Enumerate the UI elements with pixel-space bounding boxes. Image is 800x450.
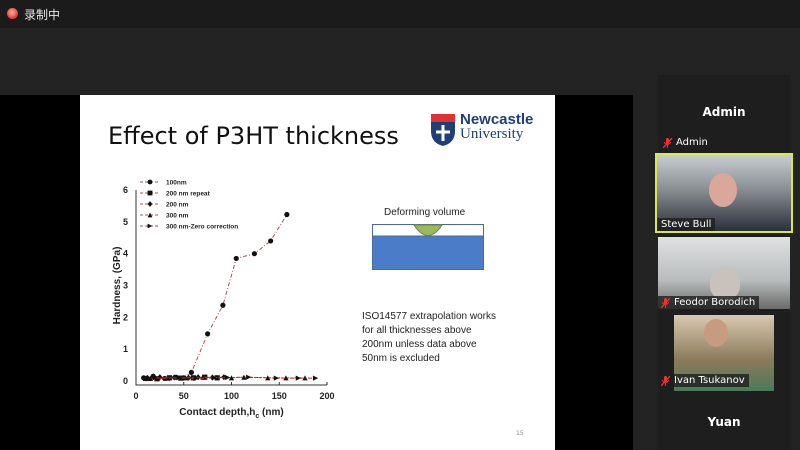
legend-marker bbox=[147, 190, 153, 196]
data-point bbox=[233, 255, 239, 262]
slide-title: Effect of P3HT thickness bbox=[108, 122, 399, 150]
legend-marker bbox=[147, 223, 153, 229]
participant-name: Steve Bull bbox=[657, 218, 716, 231]
legend-marker bbox=[147, 179, 153, 185]
data-point bbox=[211, 375, 217, 381]
legend-label: 200 nm repeat bbox=[166, 191, 211, 198]
data-point bbox=[176, 375, 182, 381]
x-tick-label: 150 bbox=[272, 391, 287, 401]
recording-label: 录制中 bbox=[24, 8, 61, 22]
data-point bbox=[251, 251, 258, 257]
participant-yuan[interactable]: Yuan bbox=[707, 415, 741, 429]
panel-header: Admin bbox=[702, 105, 746, 119]
x-tick-label: 50 bbox=[179, 391, 189, 401]
participants-panel: Admin Admin Steve Bull Feodor Borodich I… bbox=[655, 75, 793, 450]
diagram-label: Deforming volume bbox=[384, 207, 466, 218]
note-line: ISO14577 extrapolation works bbox=[362, 311, 496, 322]
legend-label: 200 nm bbox=[166, 202, 189, 209]
note-line: for all thicknesses above bbox=[362, 325, 472, 336]
series-line bbox=[143, 214, 288, 379]
y-axis-label: Hardness, (GPa) bbox=[112, 247, 123, 325]
slide: Effect of P3HT thickness Newcastle Unive… bbox=[80, 95, 555, 450]
data-point bbox=[273, 375, 279, 381]
axes bbox=[135, 190, 327, 386]
logo-line2: University bbox=[460, 126, 524, 142]
data-point bbox=[157, 374, 163, 381]
participant-video bbox=[704, 319, 728, 347]
mic-muted-icon bbox=[661, 298, 670, 308]
y-tick-label: 5 bbox=[123, 217, 128, 227]
participant-name-tag: Feodor Borodich bbox=[658, 296, 760, 309]
data-point bbox=[144, 374, 151, 381]
y-tick-label: 3 bbox=[123, 281, 128, 291]
data-point bbox=[228, 375, 235, 381]
data-point bbox=[241, 374, 247, 380]
data-point bbox=[246, 374, 252, 380]
legend-label: 100nm bbox=[166, 180, 187, 187]
logo-line1: Newcastle bbox=[460, 111, 534, 128]
data-point bbox=[147, 375, 153, 382]
data-point bbox=[265, 375, 271, 381]
slide-note: ISO14577 extrapolation works for all thi… bbox=[362, 310, 532, 366]
participant-video bbox=[710, 267, 740, 299]
x-tick-label: 0 bbox=[133, 391, 138, 401]
legend-label: 300 nm bbox=[166, 213, 189, 220]
participant-name: Ivan Tsukanov bbox=[674, 375, 745, 386]
mic-muted-icon bbox=[663, 138, 672, 148]
x-tick-label: 100 bbox=[224, 391, 239, 401]
data-point bbox=[295, 375, 301, 381]
legend-marker bbox=[147, 212, 153, 218]
hardness-chart: 0 50 100 150 200 0 1 2 3 4 5 6 Contact depth,hc (nm)… bbox=[112, 179, 335, 421]
admin-label: Admin bbox=[676, 137, 708, 148]
top-bar: 录制中 bbox=[0, 0, 800, 28]
participant-name: Feodor Borodich bbox=[674, 297, 756, 308]
data-point bbox=[312, 375, 319, 381]
data-point bbox=[205, 331, 211, 337]
participant-video bbox=[709, 173, 737, 207]
admin-name-tag: Admin bbox=[660, 136, 712, 149]
y-tick-label: 4 bbox=[123, 249, 128, 259]
participant-name-tag: Ivan Tsukanov bbox=[658, 374, 749, 387]
legend-marker bbox=[147, 201, 153, 207]
note-line: 50nm is excluded bbox=[362, 353, 440, 364]
recording-dot-icon bbox=[7, 8, 18, 19]
data-point bbox=[188, 369, 194, 376]
x-axis-label: Contact depth,hc (nm) bbox=[179, 407, 283, 420]
data-point bbox=[225, 374, 231, 381]
y-tick-label: 1 bbox=[123, 344, 128, 354]
data-point bbox=[268, 238, 274, 244]
data-point bbox=[284, 211, 290, 218]
data-point bbox=[152, 375, 158, 381]
mic-muted-icon bbox=[661, 376, 670, 386]
shield-icon bbox=[431, 114, 455, 146]
participant-tile[interactable]: Steve Bull bbox=[655, 153, 793, 233]
data-point bbox=[220, 302, 226, 308]
university-logo: Newcastle University bbox=[430, 111, 540, 151]
page-number: 15 bbox=[516, 430, 524, 437]
y-tick-label: 2 bbox=[123, 312, 128, 322]
data-point bbox=[283, 375, 289, 381]
y-tick-label: 0 bbox=[123, 376, 128, 386]
y-tick-label: 6 bbox=[123, 185, 128, 195]
deforming-volume-diagram bbox=[372, 224, 484, 270]
participant-tile[interactable]: Feodor Borodich bbox=[658, 237, 790, 309]
note-line: 200nm unless data above bbox=[362, 339, 477, 350]
data-point bbox=[193, 375, 199, 382]
x-tick-label: 200 bbox=[319, 391, 334, 401]
data-point bbox=[302, 375, 308, 381]
legend-label: 300 nm-Zero correction bbox=[166, 224, 238, 231]
